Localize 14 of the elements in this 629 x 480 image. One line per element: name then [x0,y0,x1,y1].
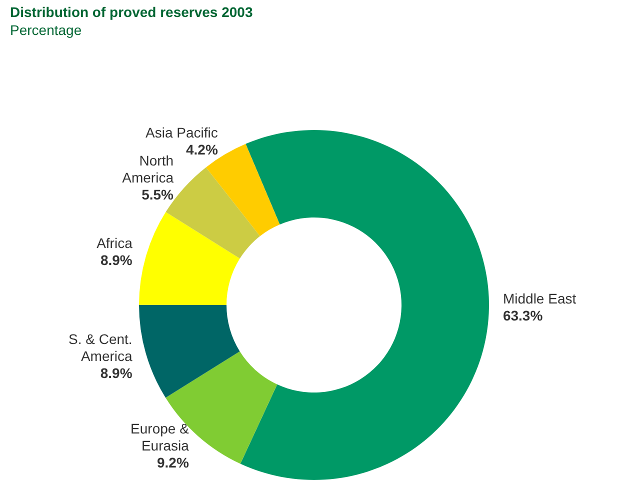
data-label: 8.9% [100,252,133,268]
slice-label: S. & Cent. America [68,330,133,364]
data-label: 63.3% [502,307,544,324]
chart-subtitle: Percentage [10,22,82,38]
chart-title: Distribution of proved reserves 2003 [10,4,253,20]
data-label: 8.9% [100,364,133,381]
slice-label: Africa [96,235,133,252]
data-label: 5.5% [142,186,174,202]
data-label: 4.2% [186,142,218,158]
slice-label: Asia Pacific [146,124,218,141]
slice-label: Middle East [502,290,576,306]
data-label: 9.2% [156,454,190,471]
slice-label: North America [122,152,174,186]
slice-label: Europe & Eurasia [130,420,190,454]
